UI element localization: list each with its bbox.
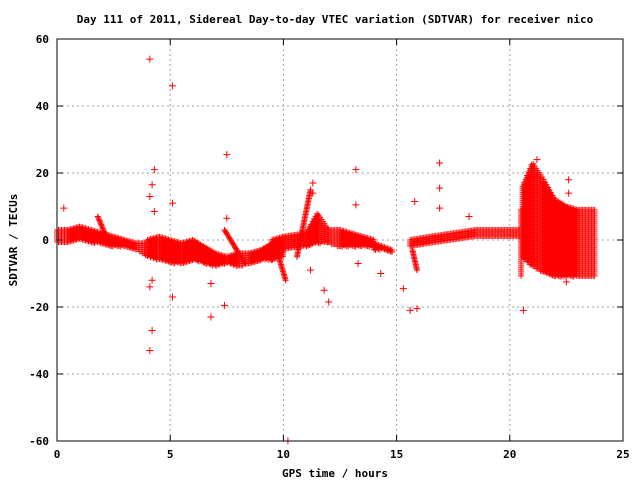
data-point-outlier (436, 159, 444, 167)
data-point-outlier (352, 166, 360, 174)
data-point-outlier (60, 204, 68, 212)
x-tick-label: 20 (503, 448, 516, 461)
data-point-outlier (146, 192, 154, 200)
data-point-outlier (465, 213, 473, 221)
y-tick-label: -60 (29, 435, 49, 448)
data-point-outlier (150, 208, 158, 216)
y-tick-label: -40 (29, 368, 49, 381)
data-point-outlier (377, 270, 385, 277)
data-point-outlier (565, 189, 573, 197)
data-point-outlier (221, 301, 229, 309)
data-point-outlier (307, 266, 315, 274)
data-point-outlier (146, 347, 154, 355)
data-point-outlier (146, 283, 154, 291)
data-band-6 (325, 226, 377, 250)
data-point-outlier (562, 278, 570, 286)
data-point-outlier (436, 184, 444, 192)
data-point-outlier (406, 306, 414, 314)
y-tick-label: -20 (29, 301, 49, 314)
x-tick-label: 25 (616, 448, 629, 461)
data-point-outlier (320, 286, 328, 294)
data-point-outlier (168, 199, 176, 207)
data-band-2 (144, 233, 196, 267)
x-tick-label: 5 (167, 448, 174, 461)
data-point-outlier (413, 305, 421, 313)
data-point-outlier (309, 189, 317, 197)
y-axis-label: SDTVAR / TECUs (7, 194, 20, 287)
data-ramp-0 (94, 213, 113, 247)
data-point-outlier (354, 259, 362, 267)
y-tick-label: 40 (36, 100, 49, 113)
axis-ticks: 0 5 10 15 20 25 60 40 20 0 -20 -40 -60 (29, 33, 630, 461)
data-point-outlier (436, 204, 444, 212)
data-ramp-2 (273, 247, 289, 284)
data-point-outlier (150, 166, 158, 174)
data-point-outlier (146, 55, 154, 63)
data-points (54, 55, 598, 445)
data-band-7 (370, 240, 395, 256)
data-point-outlier (168, 82, 176, 90)
data-band-3 (189, 237, 241, 269)
chart-title: Day 111 of 2011, Sidereal Day-to-day VTE… (77, 13, 594, 26)
data-point-outlier (309, 179, 317, 187)
data-point-outlier (207, 313, 215, 321)
data-point-outlier (519, 306, 527, 314)
data-point-outlier (223, 214, 231, 222)
y-tick-label: 60 (36, 33, 49, 46)
data-point-outlier (148, 276, 156, 284)
data-point-outlier (207, 280, 215, 288)
x-tick-label: 10 (277, 448, 290, 461)
data-band-9 (518, 160, 598, 280)
y-tick-label: 0 (42, 234, 49, 247)
data-ramp-3 (293, 186, 314, 260)
data-point-outlier (533, 156, 541, 164)
data-point-outlier (565, 176, 573, 184)
data-ramp-1 (221, 226, 248, 267)
data-point-outlier (148, 181, 156, 189)
data-point-outlier (352, 201, 360, 209)
data-point-outlier (223, 151, 231, 159)
y-tick-label: 20 (36, 167, 49, 180)
data-point-outlier (325, 298, 333, 306)
data-point-outlier (168, 293, 176, 301)
data-ramp-4 (409, 247, 420, 274)
x-tick-label: 15 (390, 448, 403, 461)
data-point-outlier (148, 326, 156, 334)
data-band-8 (407, 226, 523, 249)
data-point-outlier (399, 285, 407, 293)
x-tick-label: 0 (54, 448, 61, 461)
x-axis-label: GPS time / hours (282, 467, 388, 480)
data-point-outlier (411, 197, 419, 205)
